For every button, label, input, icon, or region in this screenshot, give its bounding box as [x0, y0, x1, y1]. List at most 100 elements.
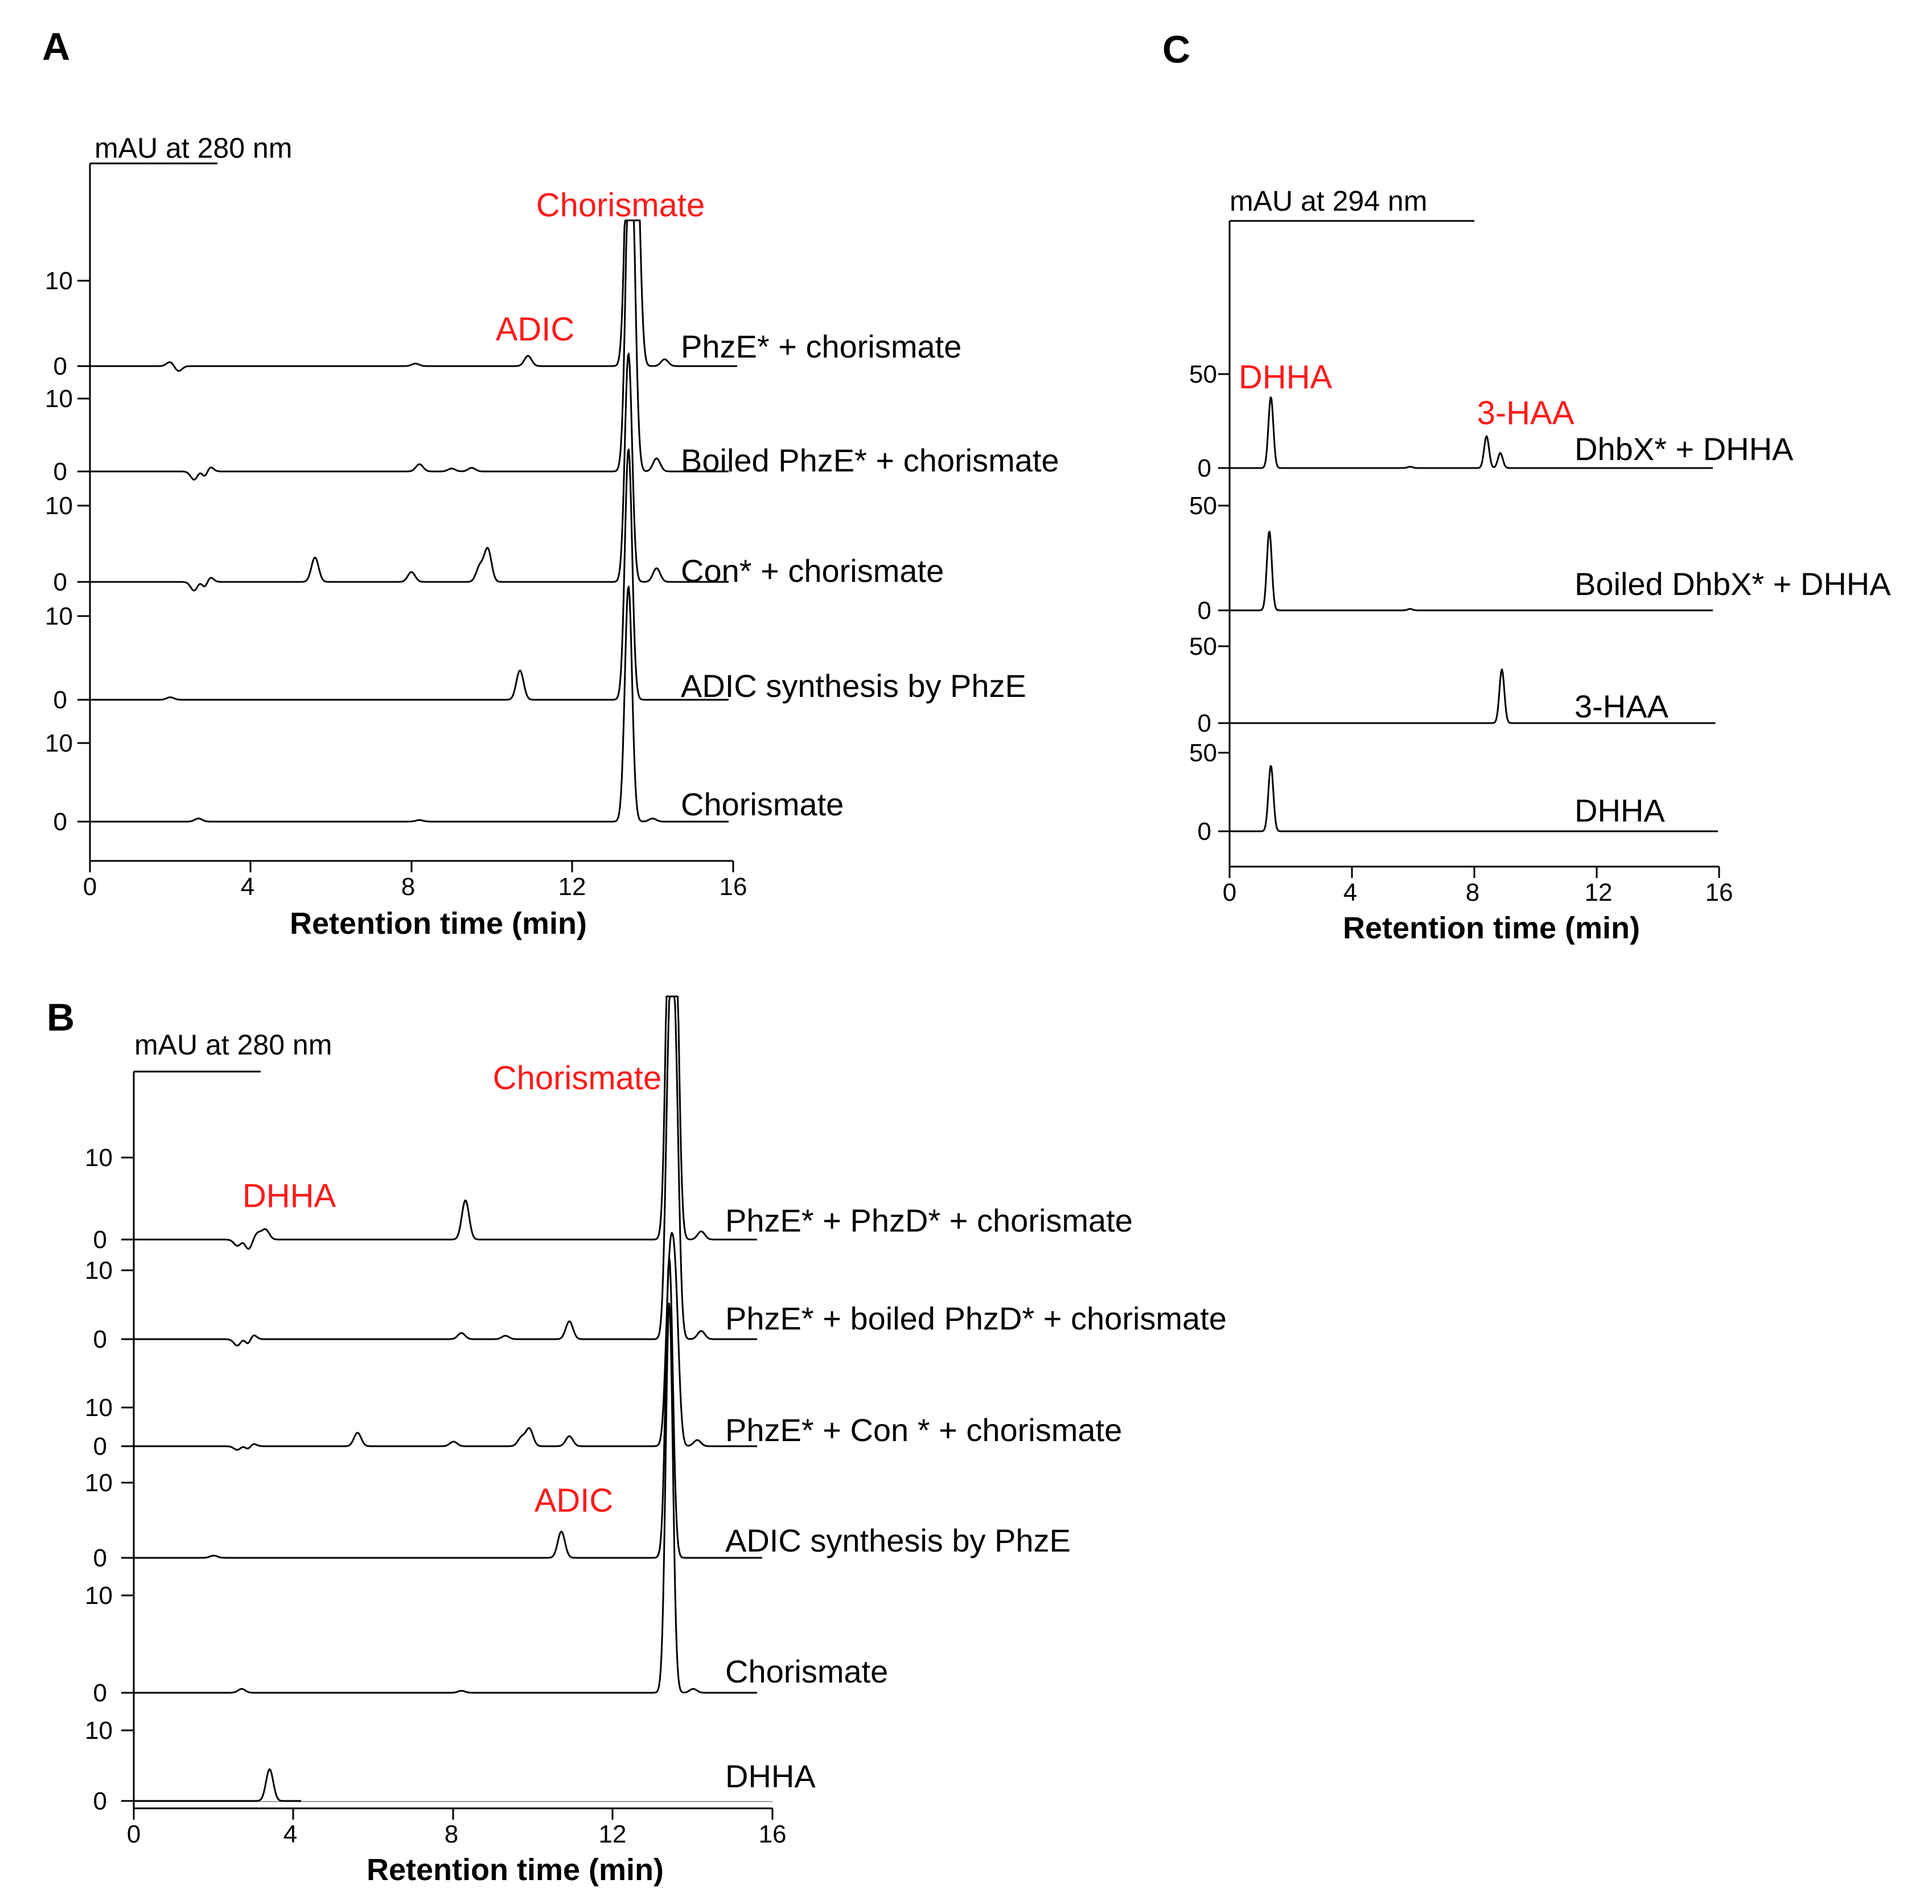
panel-c-trace-label-4: DHHA [1575, 793, 1665, 828]
panel-b: B mAU at 280 nm 10 0 10 0 10 0 10 0 [47, 995, 1227, 1887]
panel-a-trace-chorismate [90, 585, 729, 823]
panel-b-trace4-ytick-top: 10 [85, 1469, 113, 1497]
panel-b-trace5-ytick-top: 10 [85, 1582, 113, 1610]
panel-b-trace-adic-synthesis [134, 1256, 762, 1559]
panel-c-xtick-12: 12 [1585, 879, 1613, 906]
panel-c-trace2-ytick-top: 50 [1189, 492, 1217, 520]
panel-a-xtick-4: 4 [241, 873, 254, 901]
panel-c-xtick-16: 16 [1705, 879, 1733, 906]
panel-a-trace-label-5: Chorismate [681, 786, 844, 822]
panel-c-3-haa-annotation: 3-HAA [1477, 395, 1575, 432]
panel-b-trace-label-5: Chorismate [725, 1653, 888, 1689]
panel-c-trace3-ytick-top: 50 [1189, 633, 1217, 660]
panel-a-trace-label-2: Boiled PhzE* + chorismate [681, 442, 1059, 478]
panel-b-letter: B [47, 996, 75, 1039]
panel-c-trace4-ytick-zero: 0 [1198, 818, 1211, 846]
panel-b-trace-chorismate [134, 1302, 757, 1694]
panel-c-trace-dhbx-dhha [1230, 396, 1713, 469]
panel-c-dhha-annotation: DHHA [1239, 359, 1333, 396]
panel-c-trace1-ytick-zero: 0 [1198, 454, 1211, 482]
panel-b-xtick-8: 8 [445, 1820, 458, 1848]
panel-c-x-ticks: 0 4 8 12 16 [1223, 867, 1733, 906]
panel-b-unit-label: mAU at 280 nm [134, 1029, 332, 1061]
panel-b-trace-phze-con-chorismate [134, 1232, 757, 1451]
panel-c-y-ticks: 50 0 50 0 50 0 50 0 [1189, 360, 1230, 846]
panel-c-xtick-8: 8 [1466, 879, 1479, 906]
panel-a-trace-phze-chorismate [90, 219, 737, 372]
panel-b-chorismate-annotation: Chorismate [493, 1060, 662, 1097]
panel-a-trace-label-1: PhzE* + chorismate [681, 329, 961, 364]
panel-a-trace2-ytick-zero: 0 [54, 458, 67, 486]
panel-b-trace-label-1: PhzE* + PhzD* + chorismate [725, 1203, 1133, 1238]
panel-a-trace-con-chorismate [90, 352, 729, 592]
panel-c-trace4-ytick-top: 50 [1189, 739, 1217, 767]
panel-c-trace-label-1: DhbX* + DHHA [1575, 431, 1794, 467]
panel-a-letter: A [42, 25, 70, 68]
panel-c-trace-dhha [1230, 765, 1718, 832]
panel-a-xtick-12: 12 [558, 873, 586, 901]
panel-b-trace-dhha [134, 1768, 301, 1802]
panel-a-xtick-16: 16 [720, 873, 747, 901]
panel-c-trace-3-haa [1230, 668, 1716, 724]
panel-c: C mAU at 294 nm 50 0 50 0 50 0 50 0 [1162, 28, 1891, 945]
panel-a-trace3-ytick-zero: 0 [54, 568, 67, 596]
panel-a-y-ticks: 10 0 10 0 10 0 10 0 10 0 [45, 267, 90, 836]
panel-a-trace4-ytick-top: 10 [45, 602, 73, 630]
panel-a-xtick-8: 8 [401, 873, 415, 901]
panel-b-trace3-ytick-zero: 0 [93, 1433, 107, 1460]
panel-a-trace5-ytick-zero: 0 [54, 808, 67, 836]
panel-a-trace-label-3: Con* + chorismate [681, 553, 944, 589]
panel-b-trace6-ytick-top: 10 [85, 1717, 113, 1745]
panel-c-trace-label-3: 3-HAA [1575, 688, 1669, 724]
panel-a-trace2-ytick-top: 10 [45, 385, 73, 413]
panel-a-x-axis-label: Retention time (min) [290, 906, 587, 941]
panel-c-unit-label: mAU at 294 nm [1230, 185, 1427, 217]
panel-a-chorismate-annotation: Chorismate [536, 187, 705, 224]
panel-a: A mAU at 280 nm 10 0 10 0 10 0 10 0 [42, 25, 1059, 941]
panel-b-xtick-0: 0 [127, 1820, 141, 1848]
panel-b-trace2-ytick-zero: 0 [93, 1326, 107, 1353]
panel-a-trace1-ytick-zero: 0 [54, 352, 67, 380]
panel-a-unit-label: mAU at 280 nm [94, 132, 292, 164]
panel-b-trace-label-3: PhzE* + Con * + chorismate [725, 1412, 1122, 1448]
panel-b-xtick-12: 12 [599, 1820, 627, 1848]
panel-a-trace1-ytick-top: 10 [45, 267, 73, 295]
panel-c-trace1-ytick-top: 50 [1189, 360, 1217, 388]
panel-b-trace-phze-phzd-chorismate [134, 995, 757, 1250]
panel-c-xtick-0: 0 [1223, 879, 1236, 906]
panel-b-dhha-annotation: DHHA [242, 1177, 336, 1214]
panel-b-y-ticks: 10 0 10 0 10 0 10 0 10 0 10 0 [85, 1144, 134, 1815]
panel-c-trace-label-2: Boiled DhbX* + DHHA [1575, 566, 1891, 602]
panel-b-trace-label-2: PhzE* + boiled PhzD* + chorismate [725, 1300, 1227, 1336]
panel-b-trace6-ytick-zero: 0 [93, 1787, 107, 1815]
panel-b-trace3-ytick-top: 10 [85, 1394, 113, 1422]
panel-b-trace1-ytick-zero: 0 [93, 1226, 107, 1254]
panel-b-x-axis-label: Retention time (min) [367, 1853, 664, 1887]
panel-a-trace5-ytick-top: 10 [45, 729, 73, 757]
panel-b-trace-phze-boiled-phzd-chorismate [134, 995, 757, 1347]
panel-b-xtick-4: 4 [283, 1820, 297, 1848]
panel-a-trace4-ytick-zero: 0 [54, 686, 67, 714]
panel-b-x-ticks: 0 4 8 12 16 [127, 1808, 787, 1848]
panel-b-adic-annotation: ADIC [535, 1482, 614, 1519]
panel-a-trace-adic-synthesis [90, 448, 729, 701]
panel-c-trace-boiled-dhbx-dhha [1230, 531, 1713, 612]
panel-b-trace4-ytick-zero: 0 [93, 1544, 107, 1572]
panel-a-trace3-ytick-top: 10 [45, 492, 73, 520]
panel-a-xtick-0: 0 [83, 873, 97, 901]
panel-b-trace-label-6: DHHA [725, 1758, 816, 1794]
panel-c-letter: C [1162, 28, 1190, 71]
panel-c-x-axis-label: Retention time (min) [1343, 911, 1640, 945]
panel-b-trace5-ytick-zero: 0 [93, 1679, 107, 1707]
panel-c-trace3-ytick-zero: 0 [1198, 709, 1211, 737]
panel-c-xtick-4: 4 [1343, 879, 1357, 906]
panel-b-trace2-ytick-top: 10 [85, 1257, 113, 1285]
panel-a-adic-annotation: ADIC [496, 311, 575, 348]
panel-b-trace-label-4: ADIC synthesis by PhzE [725, 1523, 1071, 1558]
panel-c-trace2-ytick-zero: 0 [1198, 597, 1211, 625]
panel-a-x-ticks: 0 4 8 12 16 [83, 861, 747, 901]
panel-b-trace1-ytick-top: 10 [85, 1144, 113, 1172]
panel-b-xtick-16: 16 [759, 1820, 787, 1848]
panel-a-trace-boiled-phze-chorismate [90, 219, 729, 481]
